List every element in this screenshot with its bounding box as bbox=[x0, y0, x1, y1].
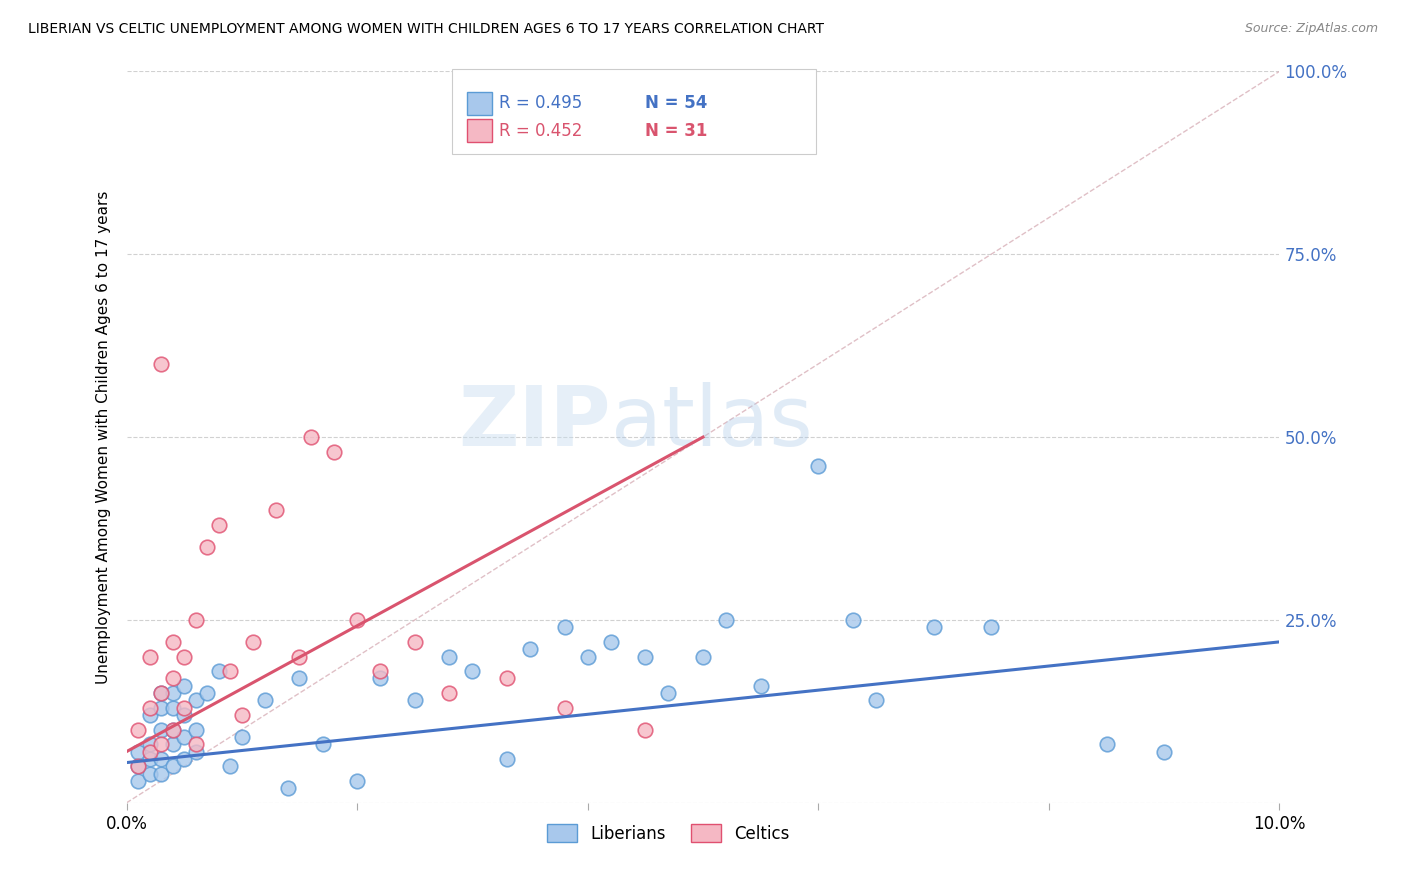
Point bbox=[277, 781, 299, 796]
FancyBboxPatch shape bbox=[467, 92, 492, 115]
Point bbox=[554, 700, 576, 714]
Point bbox=[554, 620, 576, 634]
Text: N = 54: N = 54 bbox=[645, 94, 707, 112]
Point bbox=[173, 679, 195, 693]
Point bbox=[242, 635, 264, 649]
Point bbox=[173, 730, 195, 744]
Point bbox=[138, 708, 160, 723]
Point bbox=[138, 649, 160, 664]
Point bbox=[127, 759, 149, 773]
Legend: Liberians, Celtics: Liberians, Celtics bbox=[540, 818, 796, 849]
Point bbox=[807, 459, 830, 474]
Point bbox=[162, 723, 184, 737]
Point bbox=[173, 752, 195, 766]
Point bbox=[323, 444, 346, 458]
Point bbox=[288, 649, 311, 664]
Point bbox=[138, 700, 160, 714]
Text: R = 0.495: R = 0.495 bbox=[499, 94, 582, 112]
Point bbox=[208, 517, 231, 532]
Point bbox=[599, 635, 621, 649]
Point bbox=[173, 649, 195, 664]
Point bbox=[288, 672, 311, 686]
Point bbox=[150, 700, 173, 714]
Point bbox=[162, 672, 184, 686]
Point bbox=[1153, 745, 1175, 759]
Point bbox=[299, 430, 322, 444]
Point bbox=[346, 773, 368, 788]
Text: atlas: atlas bbox=[610, 382, 813, 463]
Point bbox=[138, 737, 160, 751]
Point bbox=[714, 613, 737, 627]
Point bbox=[311, 737, 333, 751]
Point bbox=[150, 752, 173, 766]
Point bbox=[1095, 737, 1118, 751]
Point bbox=[368, 672, 391, 686]
Point bbox=[496, 672, 519, 686]
Point bbox=[138, 766, 160, 780]
Point bbox=[173, 700, 195, 714]
FancyBboxPatch shape bbox=[451, 70, 815, 154]
Point bbox=[461, 664, 484, 678]
Point bbox=[184, 613, 207, 627]
Point bbox=[127, 723, 149, 737]
Text: ZIP: ZIP bbox=[458, 382, 610, 463]
Point bbox=[634, 723, 657, 737]
Point bbox=[231, 708, 253, 723]
Point bbox=[162, 686, 184, 700]
Point bbox=[195, 686, 218, 700]
Y-axis label: Unemployment Among Women with Children Ages 6 to 17 years: Unemployment Among Women with Children A… bbox=[96, 190, 111, 684]
Point bbox=[519, 642, 541, 657]
Point bbox=[346, 613, 368, 627]
Point bbox=[162, 635, 184, 649]
Point bbox=[231, 730, 253, 744]
Point bbox=[865, 693, 887, 707]
Point bbox=[496, 752, 519, 766]
Point bbox=[439, 686, 461, 700]
Point bbox=[150, 737, 173, 751]
Point bbox=[173, 708, 195, 723]
Point bbox=[253, 693, 276, 707]
Point bbox=[150, 766, 173, 780]
Text: LIBERIAN VS CELTIC UNEMPLOYMENT AMONG WOMEN WITH CHILDREN AGES 6 TO 17 YEARS COR: LIBERIAN VS CELTIC UNEMPLOYMENT AMONG WO… bbox=[28, 22, 824, 37]
Point bbox=[162, 700, 184, 714]
Point bbox=[576, 649, 599, 664]
Point bbox=[219, 664, 242, 678]
Point bbox=[138, 752, 160, 766]
Text: R = 0.452: R = 0.452 bbox=[499, 121, 582, 140]
Point bbox=[657, 686, 679, 700]
Point bbox=[368, 664, 391, 678]
Point bbox=[127, 745, 149, 759]
Point bbox=[980, 620, 1002, 634]
Point bbox=[842, 613, 865, 627]
Point bbox=[162, 759, 184, 773]
Point bbox=[208, 664, 231, 678]
Point bbox=[162, 723, 184, 737]
Point bbox=[404, 693, 426, 707]
Point bbox=[219, 759, 242, 773]
Point bbox=[162, 737, 184, 751]
Point bbox=[634, 649, 657, 664]
Point bbox=[184, 745, 207, 759]
Point bbox=[150, 686, 173, 700]
Point bbox=[439, 649, 461, 664]
Point bbox=[150, 723, 173, 737]
Point bbox=[749, 679, 772, 693]
Point bbox=[922, 620, 945, 634]
Text: Source: ZipAtlas.com: Source: ZipAtlas.com bbox=[1244, 22, 1378, 36]
Point bbox=[195, 540, 218, 554]
Point bbox=[138, 745, 160, 759]
Point bbox=[692, 649, 714, 664]
Point bbox=[184, 737, 207, 751]
Point bbox=[150, 686, 173, 700]
Point bbox=[127, 773, 149, 788]
Point bbox=[184, 693, 207, 707]
FancyBboxPatch shape bbox=[467, 119, 492, 143]
Point bbox=[404, 635, 426, 649]
Point bbox=[127, 759, 149, 773]
Point bbox=[150, 357, 173, 371]
Point bbox=[184, 723, 207, 737]
Point bbox=[266, 503, 288, 517]
Text: N = 31: N = 31 bbox=[645, 121, 707, 140]
